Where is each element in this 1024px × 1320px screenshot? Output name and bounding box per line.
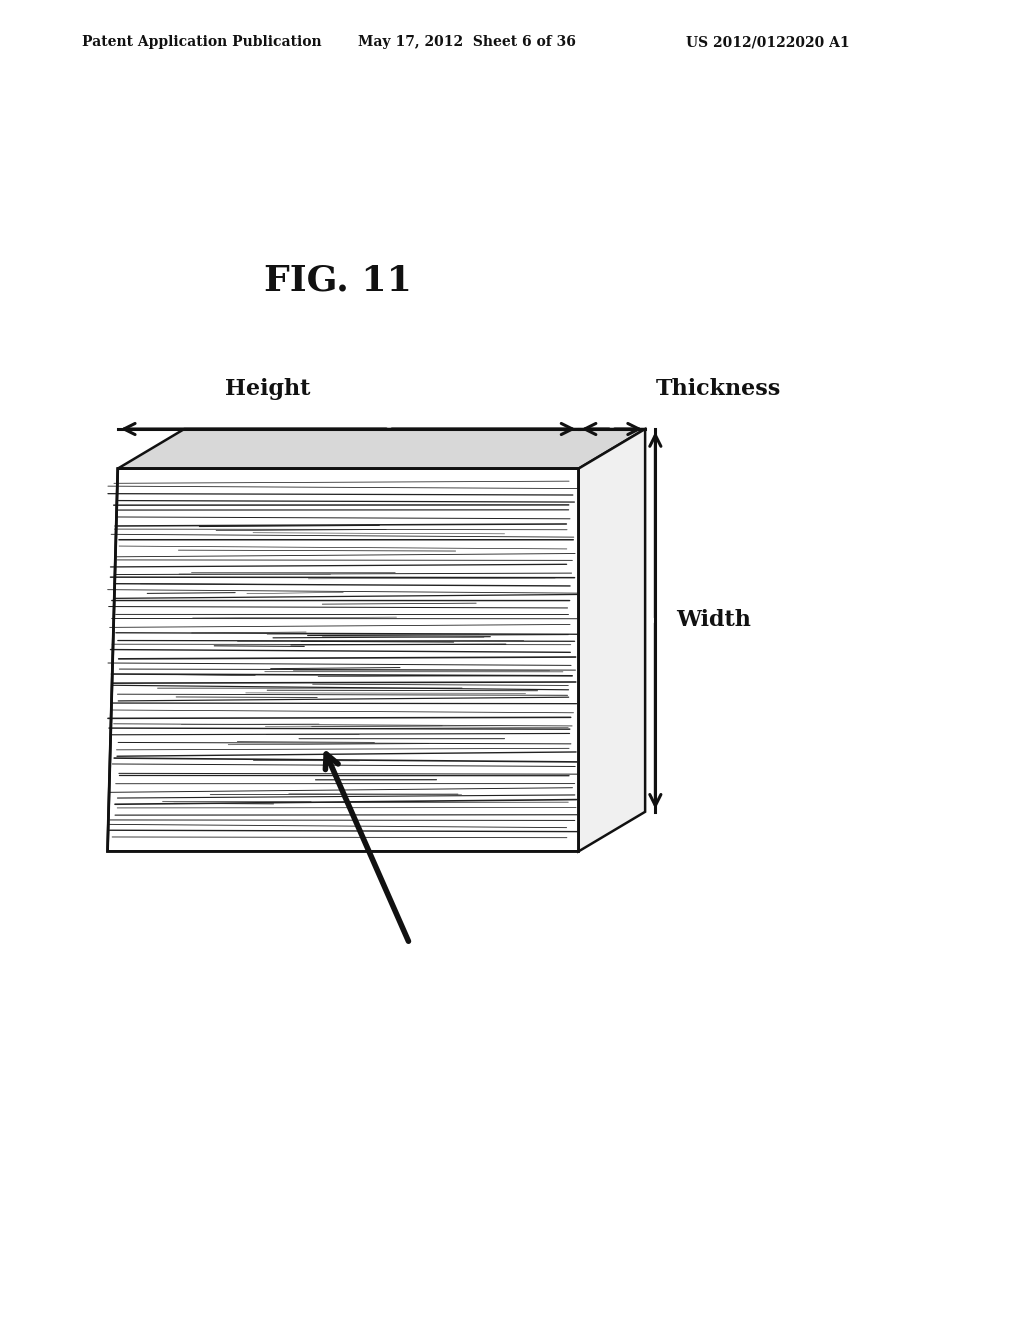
Polygon shape [579,429,645,851]
Text: US 2012/0122020 A1: US 2012/0122020 A1 [686,36,850,49]
Text: Thickness: Thickness [655,379,780,400]
Polygon shape [108,469,579,851]
Text: May 17, 2012  Sheet 6 of 36: May 17, 2012 Sheet 6 of 36 [358,36,577,49]
Text: FIG. 11: FIG. 11 [264,264,412,297]
Text: Height: Height [225,379,310,400]
Text: Width: Width [676,610,751,631]
Text: Patent Application Publication: Patent Application Publication [82,36,322,49]
Polygon shape [118,429,645,469]
